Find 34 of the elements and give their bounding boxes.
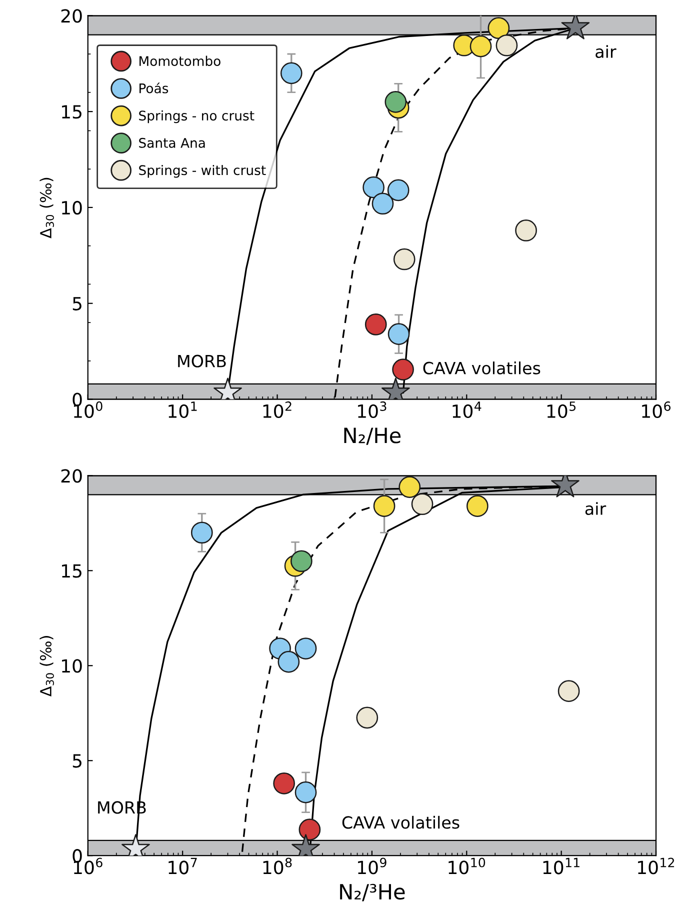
y-axis-title: Δ$_{30}$ (‰) — [40, 178, 54, 238]
x-axis-title: N₂/He — [344, 428, 401, 445]
annotation: CAVA volatiles — [423, 362, 540, 374]
x-tick-label: 10$^{5}$ — [547, 402, 576, 418]
y-axis-title: Δ$_{30}$ (‰) — [40, 636, 54, 697]
annotation: air — [596, 45, 616, 58]
x-tick-label: 10$^{8}$ — [263, 858, 292, 874]
x-tick-label: 10$^{11}$ — [543, 858, 580, 874]
x-tick-label: 10$^{9}$ — [358, 858, 386, 874]
y-tick-label: 15 — [62, 564, 82, 578]
legend-label: Springs - no crust — [139, 110, 254, 124]
y-tick-label: 20 — [61, 9, 82, 23]
x-tick-label: 10$^{6}$ — [642, 401, 671, 418]
legend-label: Poás — [140, 82, 168, 94]
legend-label: Springs - with crust — [139, 164, 266, 178]
y-tick-label: 15 — [62, 105, 82, 119]
x-tick-label: 10$^{10}$ — [448, 858, 486, 874]
x-axis-title: N₂/³He — [340, 884, 405, 902]
annotation: CAVA volatiles — [342, 816, 460, 829]
annotation: MORB — [178, 354, 226, 368]
y-tick-label: 5 — [72, 297, 82, 310]
y-tick-label: 5 — [72, 754, 82, 768]
annotation: air — [585, 502, 606, 515]
legend-label: Santa Ana — [139, 138, 205, 148]
x-tick-label: 10$^{3}$ — [358, 401, 386, 418]
x-tick-label: 10$^{7}$ — [168, 858, 197, 874]
x-tick-label: 10$^{4}$ — [452, 402, 482, 418]
x-tick-label: 10$^{1}$ — [168, 402, 197, 418]
y-tick-label: 20 — [61, 469, 82, 483]
legend-label: Momotombo — [140, 56, 220, 66]
y-tick-label: 10 — [62, 659, 82, 673]
y-tick-label: 10 — [62, 200, 82, 215]
x-tick-label: 10$^{2}$ — [263, 401, 292, 418]
x-tick-label: 10$^{12}$ — [638, 858, 674, 874]
